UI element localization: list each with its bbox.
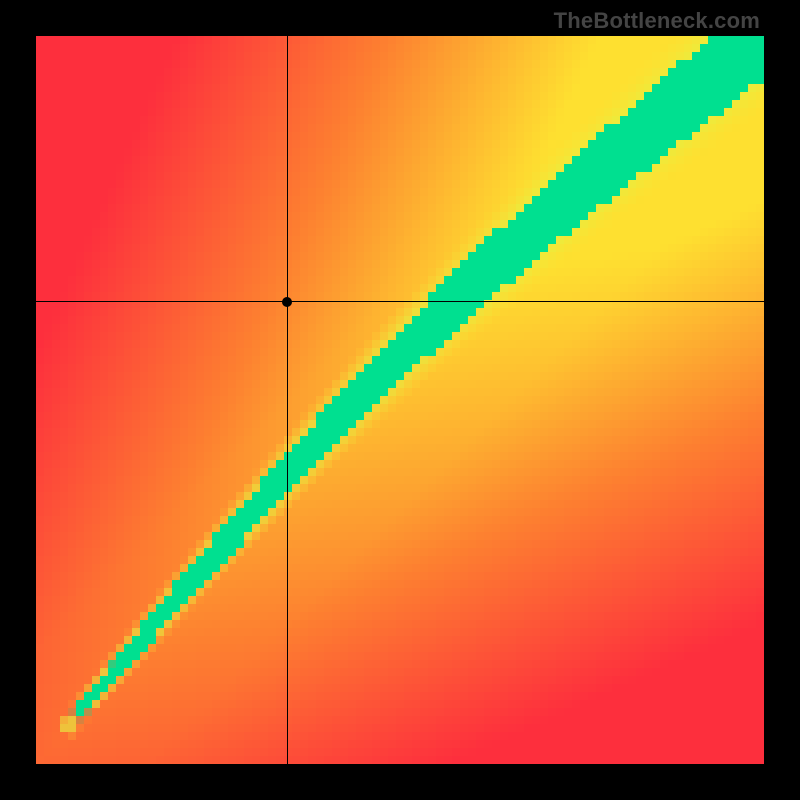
- crosshair-horizontal: [36, 301, 764, 302]
- watermark-text: TheBottleneck.com: [554, 8, 760, 34]
- crosshair-vertical: [287, 36, 288, 764]
- heatmap-canvas: [36, 36, 764, 764]
- chart-container: TheBottleneck.com: [0, 0, 800, 800]
- crosshair-marker: [282, 297, 292, 307]
- plot-area: [36, 36, 764, 764]
